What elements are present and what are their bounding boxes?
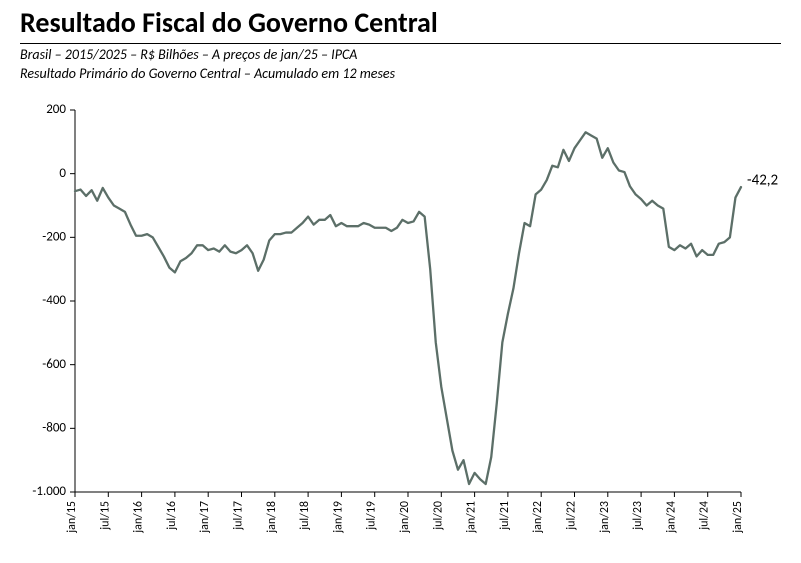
svg-text:jul/23: jul/23 — [631, 501, 645, 531]
svg-text:jan/15: jan/15 — [65, 501, 79, 534]
svg-text:jan/20: jan/20 — [398, 501, 412, 534]
svg-text:jan/19: jan/19 — [331, 501, 345, 534]
svg-text:jul/20: jul/20 — [431, 501, 445, 531]
svg-text:jul/24: jul/24 — [698, 501, 712, 531]
svg-text:-800: -800 — [42, 420, 66, 435]
svg-text:200: 200 — [46, 102, 66, 117]
svg-text:jan/22: jan/22 — [531, 501, 545, 534]
title-rule — [20, 43, 781, 44]
svg-text:-400: -400 — [42, 293, 66, 308]
svg-text:jan/17: jan/17 — [198, 501, 212, 534]
page-title: Resultado Fiscal do Governo Central — [20, 8, 781, 39]
line-chart: -1.000 -800 -600 -400 -200 0 200 jan/15 jul/15 ja… — [20, 100, 791, 553]
svg-text:-600: -600 — [42, 357, 66, 372]
svg-text:jan/21: jan/21 — [465, 501, 479, 534]
svg-text:-1.000: -1.000 — [32, 484, 66, 499]
svg-text:jan/16: jan/16 — [132, 501, 146, 534]
svg-text:jul/21: jul/21 — [498, 501, 512, 531]
svg-text:jul/18: jul/18 — [298, 501, 312, 531]
svg-text:jan/24: jan/24 — [664, 501, 678, 534]
svg-text:jan/18: jan/18 — [265, 501, 279, 534]
svg-text:jan/25: jan/25 — [731, 501, 745, 534]
chart-svg: -1.000 -800 -600 -400 -200 0 200 jan/15 jul/15 ja… — [20, 100, 791, 550]
svg-text:0: 0 — [59, 166, 66, 181]
svg-text:jan/23: jan/23 — [598, 501, 612, 534]
svg-text:jul/15: jul/15 — [98, 501, 112, 531]
svg-text:jul/19: jul/19 — [365, 501, 379, 531]
subtitle-2: Resultado Primário do Governo Central – … — [20, 65, 781, 83]
svg-text:jul/22: jul/22 — [565, 501, 579, 531]
subtitle-1: Brasil – 2015/2025 – R$ Bilhões – A preç… — [20, 46, 781, 64]
svg-text:jul/17: jul/17 — [232, 501, 246, 531]
svg-text:-200: -200 — [42, 229, 66, 244]
svg-text:jul/16: jul/16 — [165, 501, 179, 531]
svg-text:-42,2: -42,2 — [747, 172, 778, 190]
